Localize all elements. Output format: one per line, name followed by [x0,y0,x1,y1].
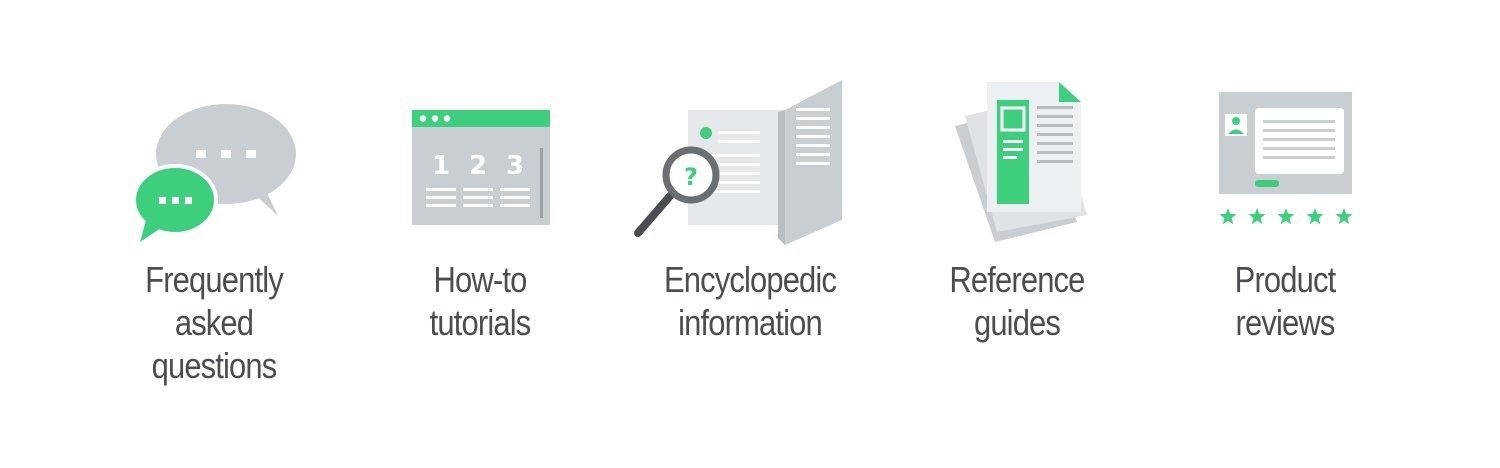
tutorials-label: How-to tutorials [429,259,532,343]
reference-label: Reference guides [949,259,1085,343]
reviews-label: Product reviews [1234,259,1337,343]
magnifier-document-icon: ? [620,70,880,245]
step-number-2: 2 [469,151,487,181]
faq-item: Frequently asked questions [84,0,344,468]
step-number-1: 1 [432,151,450,181]
product-review-icon [1155,70,1415,245]
reference-item: Reference guides [887,0,1147,468]
faq-label: Frequently asked questions [145,259,284,386]
tutorials-item: 1 2 3 How-to tutorials [350,0,610,468]
encyclopedic-label: Encyclopedic information [663,259,837,343]
reference-papers-icon [887,70,1147,245]
rating-stars [1219,208,1353,225]
reviews-item: Product reviews [1155,0,1415,468]
tutorial-window-icon: 1 2 3 [350,70,610,245]
star-icon [1277,208,1295,225]
star-icon [1219,208,1237,225]
step-number-3: 3 [506,151,524,181]
star-icon [1306,208,1324,225]
encyclopedic-item: ? Encyclopedic information [620,0,880,468]
star-icon [1248,208,1266,225]
star-icon [1335,208,1353,225]
question-mark: ? [684,163,698,191]
chat-bubbles-icon [84,70,344,245]
